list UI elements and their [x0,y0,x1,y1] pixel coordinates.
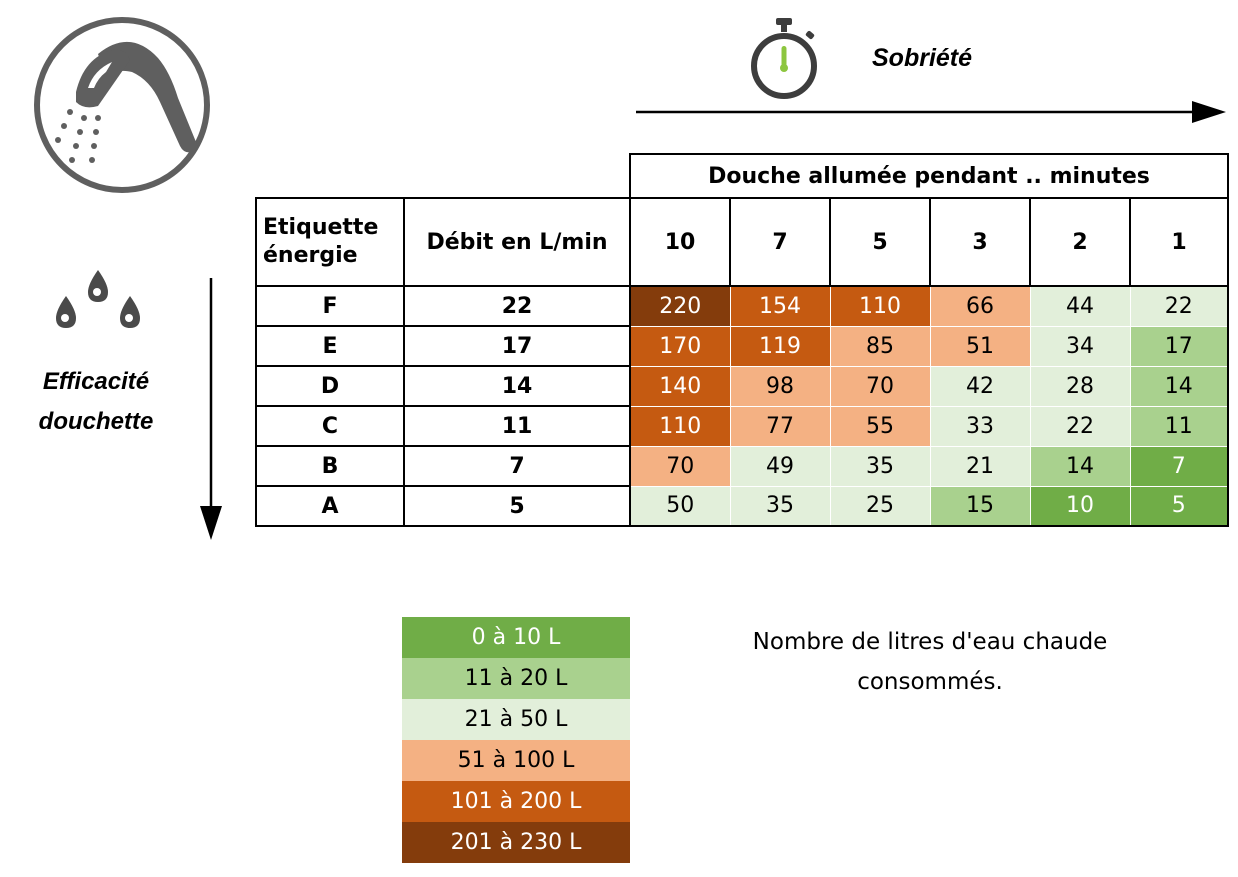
legend-item: 101 à 200 L [402,781,630,822]
liters-cell: 170 [629,325,731,367]
liters-cell: 35 [829,445,931,487]
minutes-header: 5 [829,197,931,287]
efficacite-line1: Efficacité [42,368,150,395]
consumption-table: Douche allumée pendant .. minutes Etique… [255,153,1229,527]
table-row: A 5 50 35 25 15 10 5 [255,485,1229,527]
liters-cell: 25 [829,485,931,527]
table-title: Douche allumée pendant .. minutes [629,153,1229,199]
liters-cell: 110 [829,285,931,327]
liters-cell: 42 [929,365,1031,407]
liters-cell: 51 [929,325,1031,367]
liters-cell: 49 [729,445,831,487]
efficacite-arrow-icon [200,278,222,540]
liters-cell: 17 [1129,325,1229,367]
table-row: F 22 220 154 110 66 44 22 [255,285,1229,327]
shower-head-icon [34,17,210,193]
legend-item: 0 à 10 L [402,617,630,658]
liters-cell: 33 [929,405,1031,447]
legend-caption-line2: consommés. [857,669,1003,695]
liters-cell: 22 [1129,285,1229,327]
energy-label-cell: E [255,325,405,367]
liters-cell: 55 [829,405,931,447]
liters-cell: 11 [1129,405,1229,447]
liters-cell: 66 [929,285,1031,327]
liters-cell: 70 [629,445,731,487]
debit-cell: 17 [403,325,631,367]
liters-cell: 22 [1029,405,1131,447]
liters-cell: 154 [729,285,831,327]
liters-cell: 15 [929,485,1031,527]
energy-label-cell: A [255,485,405,527]
minutes-header: 2 [1029,197,1131,287]
legend-caption: Nombre de litres d'eau chaude consommés. [700,622,1160,702]
etiquette-header-line1: Etiquette [263,215,379,240]
liters-cell: 35 [729,485,831,527]
table-row: D 14 140 98 70 42 28 14 [255,365,1229,407]
minutes-header: 3 [929,197,1031,287]
debit-header: Débit en L/min [403,197,631,287]
liters-cell: 14 [1029,445,1131,487]
minutes-header: 1 [1129,197,1229,287]
liters-cell: 21 [929,445,1031,487]
minutes-header: 7 [729,197,831,287]
debit-cell: 14 [403,365,631,407]
legend-item: 21 à 50 L [402,699,630,740]
sobriete-label: Sobriété [872,44,973,72]
debit-cell: 22 [403,285,631,327]
liters-cell: 50 [629,485,731,527]
efficacite-line2: douchette [38,408,154,435]
etiquette-header-line2: énergie [263,243,358,268]
table-row: B 7 70 49 35 21 14 7 [255,445,1229,487]
liters-cell: 5 [1129,485,1229,527]
debit-cell: 7 [403,445,631,487]
energy-label-cell: F [255,285,405,327]
liters-cell: 110 [629,405,731,447]
legend-item: 51 à 100 L [402,740,630,781]
liters-cell: 7 [1129,445,1229,487]
minutes-header: 10 [629,197,731,287]
liters-cell: 28 [1029,365,1131,407]
liters-cell: 14 [1129,365,1229,407]
energy-label-cell: D [255,365,405,407]
water-drops-icon [56,270,140,328]
liters-cell: 77 [729,405,831,447]
stopwatch-icon [751,18,817,99]
liters-cell: 70 [829,365,931,407]
legend-caption-line1: Nombre de litres d'eau chaude [752,629,1108,655]
legend-item: 201 à 230 L [402,822,630,863]
sobriete-arrow-icon [636,101,1226,123]
efficacite-label: Efficacité douchette [12,362,180,442]
liters-cell: 119 [729,325,831,367]
liters-cell: 220 [629,285,731,327]
etiquette-header: Etiquette énergie [255,197,405,287]
color-legend: 0 à 10 L 11 à 20 L 21 à 50 L 51 à 100 L … [402,617,630,863]
liters-cell: 10 [1029,485,1131,527]
liters-cell: 34 [1029,325,1131,367]
debit-cell: 5 [403,485,631,527]
liters-cell: 140 [629,365,731,407]
energy-label-cell: C [255,405,405,447]
liters-cell: 44 [1029,285,1131,327]
liters-cell: 85 [829,325,931,367]
table-row: E 17 170 119 85 51 34 17 [255,325,1229,367]
energy-label-cell: B [255,445,405,487]
table-corner-blank [256,154,630,198]
liters-cell: 98 [729,365,831,407]
debit-cell: 11 [403,405,631,447]
legend-item: 11 à 20 L [402,658,630,699]
table-row: C 11 110 77 55 33 22 11 [255,405,1229,447]
